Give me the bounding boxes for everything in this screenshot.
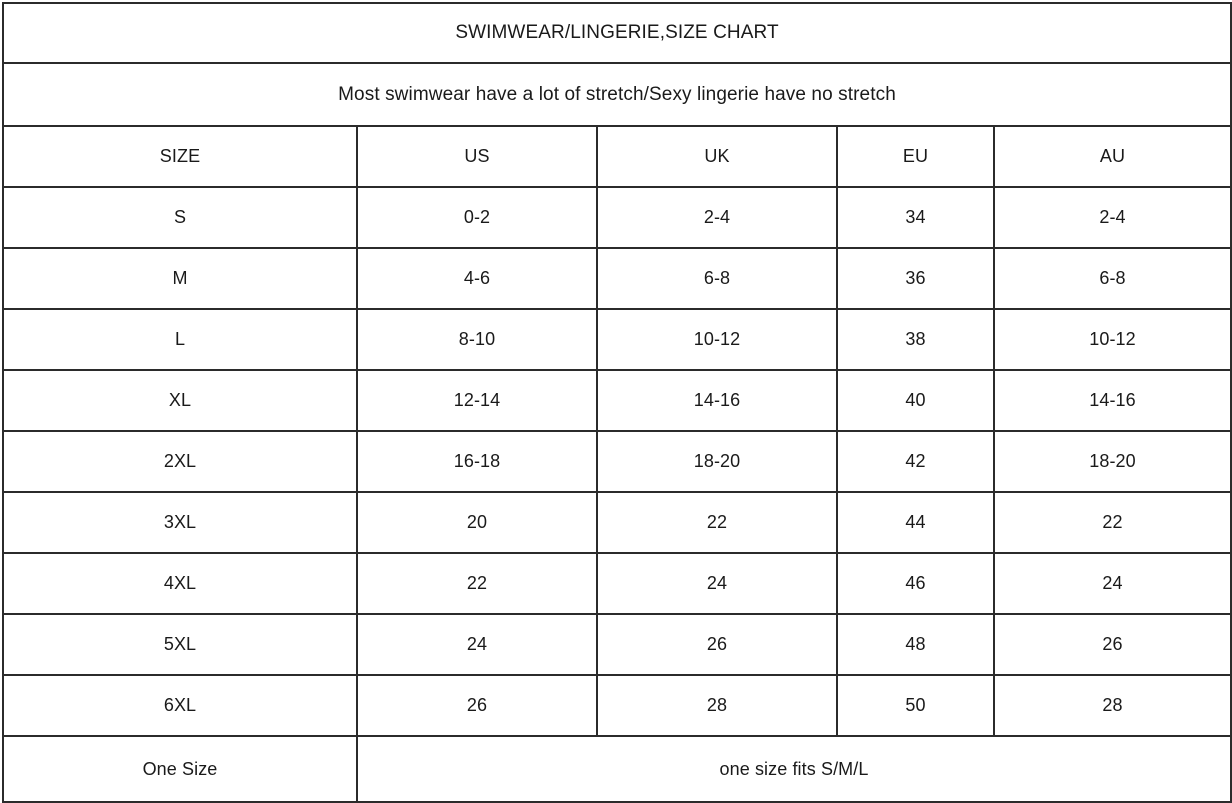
cell-size: 3XL [2, 491, 358, 554]
cell-au: 18-20 [992, 430, 1232, 493]
cell-us: 8-10 [356, 308, 598, 371]
column-header-au: AU [992, 125, 1232, 188]
one-size-row: One Size one size fits S/M/L [2, 735, 1232, 803]
chart-title: SWIMWEAR/LINGERIE,SIZE CHART [1, 2, 1232, 64]
cell-size: 4XL [2, 552, 358, 615]
cell-uk: 22 [596, 491, 838, 554]
table-row: S 0-2 2-4 34 2-4 [2, 186, 1232, 249]
cell-au: 14-16 [992, 369, 1232, 432]
cell-size: 2XL [2, 430, 358, 493]
table-row: 4XL 22 24 46 24 [2, 552, 1232, 615]
column-header-eu: EU [836, 125, 995, 188]
one-size-note: one size fits S/M/L [355, 735, 1232, 803]
table-row: 6XL 26 28 50 28 [2, 674, 1232, 737]
cell-uk: 2-4 [596, 186, 838, 249]
cell-uk: 14-16 [596, 369, 838, 432]
cell-size: S [2, 186, 358, 249]
cell-eu: 34 [836, 186, 995, 249]
cell-eu: 40 [836, 369, 995, 432]
table-row: L 8-10 10-12 38 10-12 [2, 308, 1232, 371]
cell-uk: 18-20 [596, 430, 838, 493]
one-size-label: One Size [2, 735, 358, 803]
cell-au: 28 [992, 674, 1232, 737]
cell-us: 26 [356, 674, 598, 737]
cell-eu: 38 [836, 308, 995, 371]
cell-size: 5XL [2, 613, 358, 676]
cell-us: 22 [356, 552, 598, 615]
cell-uk: 26 [596, 613, 838, 676]
cell-eu: 50 [836, 674, 995, 737]
cell-au: 22 [992, 491, 1232, 554]
cell-au: 26 [992, 613, 1232, 676]
cell-us: 4-6 [356, 247, 598, 310]
column-header-size: SIZE [2, 125, 358, 188]
cell-uk: 28 [596, 674, 838, 737]
cell-eu: 48 [836, 613, 995, 676]
cell-us: 16-18 [356, 430, 598, 493]
table-row: 5XL 24 26 48 26 [2, 613, 1232, 676]
cell-us: 12-14 [356, 369, 598, 432]
cell-eu: 42 [836, 430, 995, 493]
cell-au: 24 [992, 552, 1232, 615]
cell-us: 24 [356, 613, 598, 676]
column-header-uk: UK [596, 125, 838, 188]
cell-size: L [2, 308, 358, 371]
table-row: 2XL 16-18 18-20 42 18-20 [2, 430, 1232, 493]
cell-au: 6-8 [992, 247, 1232, 310]
chart-title-row: SWIMWEAR/LINGERIE,SIZE CHART [1, 2, 1232, 64]
chart-subtitle-row: Most swimwear have a lot of stretch/Sexy… [1, 62, 1232, 127]
cell-us: 0-2 [356, 186, 598, 249]
table-row: 3XL 20 22 44 22 [2, 491, 1232, 554]
cell-eu: 44 [836, 491, 995, 554]
table-row: M 4-6 6-8 36 6-8 [2, 247, 1232, 310]
cell-au: 10-12 [992, 308, 1232, 371]
cell-size: 6XL [2, 674, 358, 737]
table-row: XL 12-14 14-16 40 14-16 [2, 369, 1232, 432]
cell-uk: 24 [596, 552, 838, 615]
cell-uk: 6-8 [596, 247, 838, 310]
cell-size: XL [2, 369, 358, 432]
cell-us: 20 [356, 491, 598, 554]
chart-subtitle: Most swimwear have a lot of stretch/Sexy… [1, 62, 1232, 127]
column-header-us: US [356, 125, 598, 188]
column-header-row: SIZE US UK EU AU [2, 125, 1232, 188]
cell-size: M [2, 247, 358, 310]
cell-uk: 10-12 [596, 308, 838, 371]
cell-eu: 46 [836, 552, 995, 615]
cell-eu: 36 [836, 247, 995, 310]
cell-au: 2-4 [992, 186, 1232, 249]
